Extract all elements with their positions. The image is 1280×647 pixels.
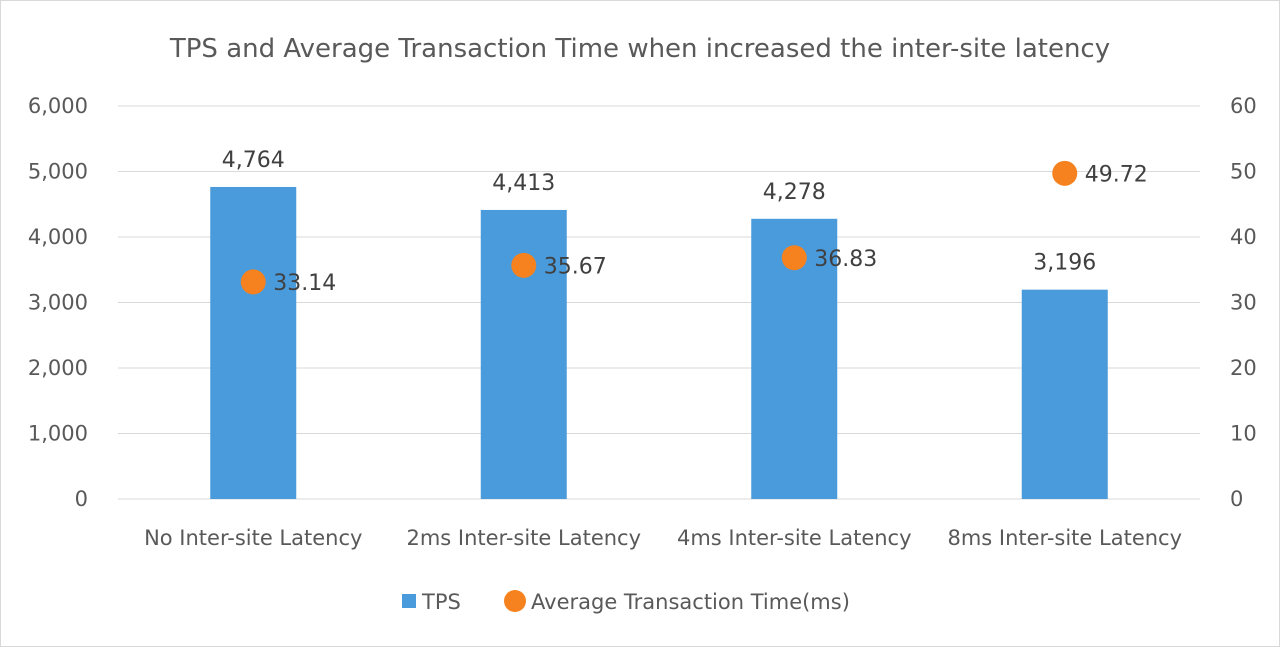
y-right-tick-label: 0 — [1230, 487, 1243, 511]
y-right-axis: 0 10 20 30 40 50 60 — [1230, 94, 1257, 511]
x-category-label: 2ms Inter-site Latency — [406, 526, 641, 550]
avg-time-point — [781, 245, 807, 271]
y-right-tick-label: 40 — [1230, 225, 1257, 249]
x-category-label: 8ms Inter-site Latency — [947, 526, 1182, 550]
x-axis: No Inter-site Latency 2ms Inter-site Late… — [144, 526, 1182, 550]
tps-data-label: 4,413 — [492, 171, 555, 196]
y-left-tick-label: 1,000 — [28, 422, 88, 446]
legend: TPS Average Transaction Time(ms) — [402, 590, 850, 614]
y-right-tick-label: 50 — [1230, 160, 1257, 184]
avg-time-data-label: 35.67 — [544, 254, 607, 279]
tps-bar — [1021, 289, 1108, 499]
avg-time-point — [240, 269, 266, 295]
avg-time-data-label: 33.14 — [273, 271, 336, 296]
y-left-tick-label: 5,000 — [28, 160, 88, 184]
y-left-tick-label: 3,000 — [28, 291, 88, 315]
y-left-tick-label: 4,000 — [28, 225, 88, 249]
chart-title: TPS and Average Transaction Time when in… — [169, 34, 1110, 64]
avg-time-point — [511, 252, 537, 278]
avg-time-data-label: 36.83 — [814, 247, 877, 272]
tps-labels: 4,764 4,413 4,278 3,196 — [222, 148, 1096, 276]
y-right-tick-label: 30 — [1230, 291, 1257, 315]
legend-avg-time-label: Average Transaction Time(ms) — [531, 590, 850, 614]
avg-time-labels: 33.14 35.67 36.83 49.72 — [273, 162, 1147, 296]
legend-tps-swatch — [402, 594, 416, 608]
y-right-tick-label: 60 — [1230, 94, 1257, 118]
y-right-tick-label: 10 — [1230, 422, 1257, 446]
grid-lines — [118, 105, 1200, 500]
tps-bars — [210, 186, 1108, 500]
y-left-tick-label: 2,000 — [28, 356, 88, 380]
y-right-tick-label: 20 — [1230, 356, 1257, 380]
tps-bar — [210, 186, 297, 499]
legend-tps-label: TPS — [421, 590, 461, 614]
y-left-tick-label: 6,000 — [28, 94, 88, 118]
tps-data-label: 4,278 — [763, 180, 826, 205]
x-category-label: 4ms Inter-site Latency — [677, 526, 912, 550]
avg-time-data-label: 49.72 — [1085, 162, 1148, 187]
tps-data-label: 3,196 — [1033, 251, 1096, 276]
x-category-label: No Inter-site Latency — [144, 526, 362, 550]
y-left-axis: 0 1,000 2,000 3,000 4,000 5,000 6,000 — [28, 94, 88, 511]
y-left-tick-label: 0 — [75, 487, 88, 511]
avg-time-point — [1052, 160, 1078, 186]
avg-time-points — [240, 160, 1078, 295]
tps-data-label: 4,764 — [222, 148, 285, 173]
legend-avg-time-swatch — [504, 590, 526, 612]
